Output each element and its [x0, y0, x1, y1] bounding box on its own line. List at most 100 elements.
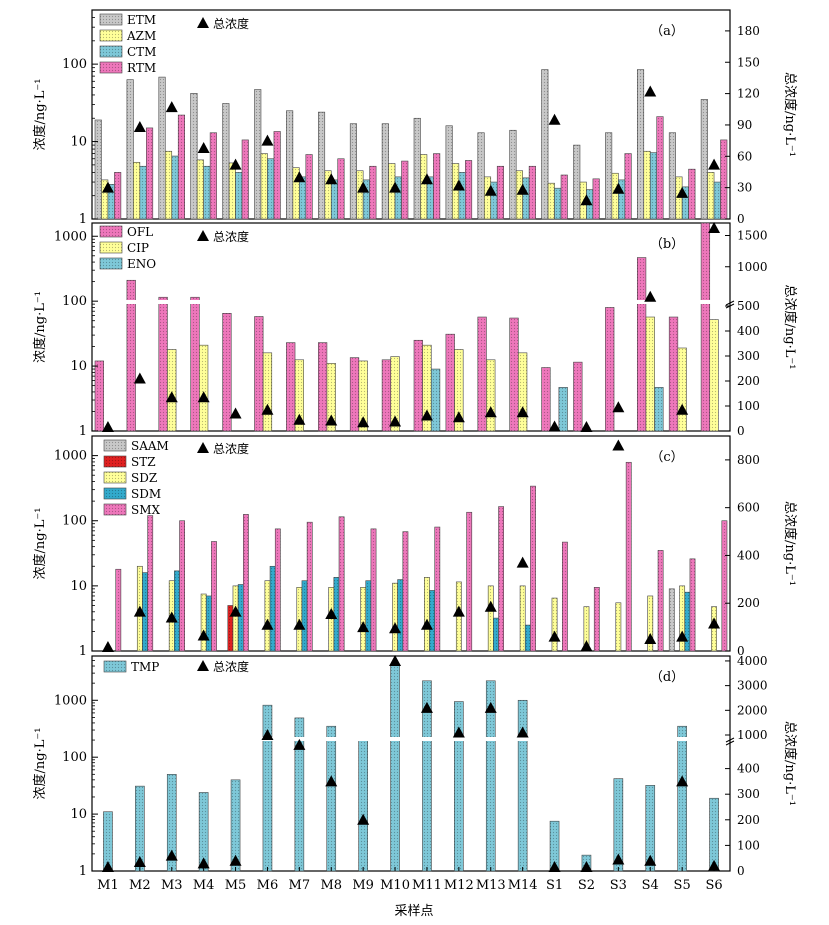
bar-texture	[139, 166, 147, 219]
bar-texture	[422, 345, 432, 431]
bar-texture	[422, 680, 432, 871]
bar-texture	[190, 297, 200, 431]
bar-texture	[689, 558, 696, 651]
x-tick-label: M2	[129, 878, 151, 893]
bar-texture	[95, 360, 104, 431]
legend-label-ctm: CTM	[127, 45, 156, 59]
bar-texture	[525, 625, 531, 651]
total-marker-m3	[165, 101, 178, 113]
total-marker-s4	[644, 85, 657, 97]
total-marker-m8	[325, 775, 338, 787]
total-marker-m12	[452, 726, 465, 738]
bar-texture	[551, 598, 558, 651]
total-marker-m4	[197, 857, 210, 869]
bar-texture	[360, 587, 366, 651]
bar-texture	[363, 179, 370, 219]
bar-texture	[679, 585, 685, 651]
y-tick-label: 1	[79, 212, 87, 227]
total-marker-m10	[389, 622, 402, 634]
y2-tick-label: 0	[737, 424, 745, 438]
x-tick-label: M1	[97, 878, 119, 893]
total-marker-m1	[101, 861, 114, 872]
total-marker-m12	[452, 411, 465, 423]
y2-tick-label: 100	[737, 838, 760, 852]
legend-label-eno: ENO	[127, 257, 156, 271]
bar-texture	[684, 592, 690, 651]
bar-texture	[454, 701, 464, 871]
x-tick-label: S6	[705, 878, 722, 893]
total-marker-s2	[580, 421, 593, 432]
y2-axis-label: 总浓度/ng·L⁻¹	[782, 501, 798, 586]
panel-label: （c）	[650, 450, 683, 465]
y2-tick-label: 500	[737, 299, 760, 313]
y-tick-label: 10	[70, 359, 87, 374]
y-tick-label: 1000	[54, 693, 87, 708]
bar-texture	[434, 527, 440, 651]
bar-texture	[401, 161, 408, 219]
legend-label-cip: CIP	[127, 241, 149, 255]
total-marker-s3	[612, 439, 625, 451]
total-marker-m9	[357, 621, 370, 633]
total-marker-m8	[325, 607, 338, 619]
bar-texture	[433, 153, 440, 219]
bar-texture	[592, 178, 600, 219]
total-marker-m14	[516, 726, 529, 738]
total-marker-s5	[676, 775, 689, 787]
legend-total-marker	[197, 442, 209, 453]
bar-texture	[190, 93, 198, 219]
bar-texture	[488, 585, 494, 651]
bar-texture	[424, 577, 430, 651]
bar-texture	[707, 172, 715, 219]
total-marker-s4	[644, 290, 657, 302]
bar-texture	[126, 280, 136, 431]
bar-texture	[677, 726, 687, 871]
bar-texture	[356, 170, 364, 219]
plot-frame	[91, 435, 731, 652]
y2-tick-label: 0	[737, 864, 745, 878]
bar-texture	[262, 705, 272, 871]
y2-tick-label: 1000	[737, 260, 768, 274]
bar-texture	[350, 357, 359, 431]
total-marker-m13	[484, 406, 497, 418]
bar-texture	[199, 792, 209, 871]
bar-texture	[414, 118, 421, 219]
total-marker-m11	[420, 409, 433, 421]
y2-tick-label: 150	[737, 55, 760, 69]
bar-texture	[445, 125, 453, 219]
total-marker-m3	[165, 849, 178, 861]
bar-texture	[522, 177, 530, 219]
total-marker-m2	[133, 856, 146, 868]
legend-swatch-texture	[104, 661, 126, 672]
bar-texture	[254, 89, 261, 219]
y2-tick-label: 0	[737, 644, 745, 658]
bar-texture	[688, 169, 696, 219]
bar-texture	[107, 184, 115, 219]
bar-texture	[295, 359, 304, 431]
bar-texture	[167, 349, 177, 431]
bar-texture	[299, 176, 306, 219]
bar-texture	[370, 528, 377, 651]
bar-texture	[275, 528, 281, 651]
bar-texture	[458, 172, 466, 219]
bar-texture	[518, 352, 527, 431]
total-marker-m14	[516, 183, 529, 195]
legend-label-rtm: RTM	[127, 61, 156, 75]
bar-texture	[382, 359, 391, 431]
y-tick-label: 1	[79, 644, 87, 659]
y2-tick-label: 400	[737, 762, 760, 776]
bar-texture	[402, 531, 408, 651]
x-tick-label: M5	[225, 878, 247, 893]
bar-texture	[397, 579, 403, 651]
bar-texture	[561, 175, 568, 219]
bar-texture	[615, 602, 621, 651]
bar-texture	[613, 778, 623, 871]
bar-texture	[326, 726, 336, 871]
legend-label-total: 总浓度	[213, 441, 249, 456]
bar-texture	[135, 786, 145, 871]
bar-texture	[454, 349, 464, 431]
chart-panel-1: 1 10 100 0 30 60 90 120 150 180 浓度/ng·L⁻¹ 总浓度/ng·L⁻…	[32, 9, 798, 227]
total-marker-m11	[420, 618, 433, 630]
total-marker-m10	[389, 415, 402, 427]
bar-texture	[267, 158, 274, 219]
x-tick-label: S5	[674, 878, 691, 893]
